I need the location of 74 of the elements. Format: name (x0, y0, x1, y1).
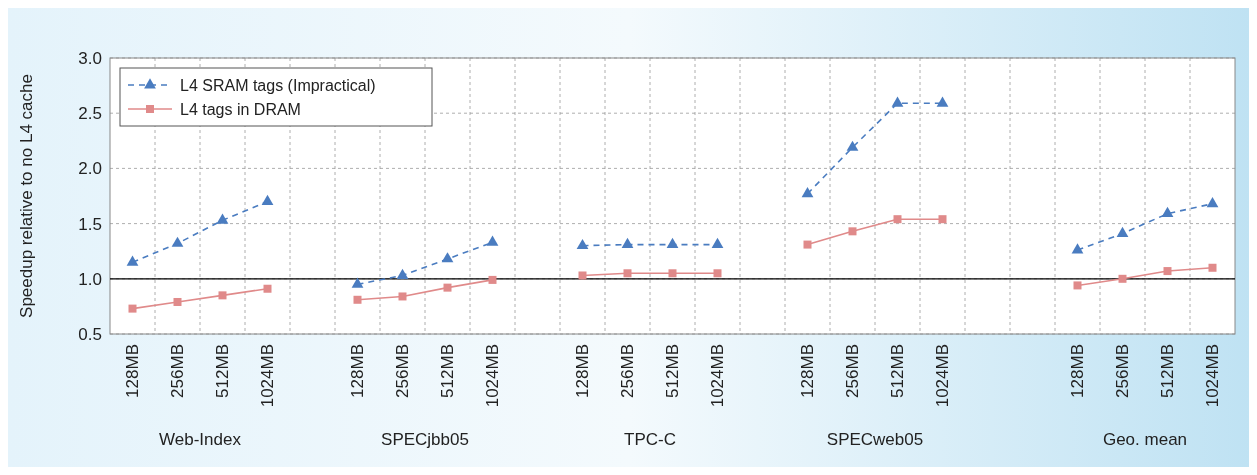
point (623, 269, 632, 278)
point (668, 269, 677, 278)
point (353, 295, 362, 304)
point (666, 237, 679, 248)
point (846, 140, 859, 151)
point (216, 213, 229, 224)
x-tick-label: 128MB (798, 344, 818, 398)
point (1163, 267, 1172, 276)
x-tick-label: 1024MB (258, 344, 278, 408)
point (711, 237, 724, 248)
point (578, 271, 587, 280)
x-tick-label: 512MB (888, 344, 908, 398)
x-tick-label: 256MB (393, 344, 413, 398)
x-tick-label: 512MB (438, 344, 458, 398)
point (891, 96, 904, 107)
point (803, 240, 812, 249)
x-tick-label: 256MB (618, 344, 638, 398)
point (1116, 226, 1129, 237)
point (1118, 274, 1127, 283)
x-tick-label: 256MB (1113, 344, 1133, 398)
x-tick-label: 1024MB (1203, 344, 1223, 408)
point (1161, 206, 1174, 218)
text: TPC-C (624, 430, 676, 449)
x-tick-label: 1024MB (933, 344, 953, 408)
point (621, 237, 634, 248)
point (173, 297, 182, 306)
legend-label: L4 tags in DRAM (180, 100, 301, 118)
text: SPECjbb05 (381, 430, 469, 449)
point (263, 284, 272, 293)
point (398, 292, 407, 301)
point (713, 269, 722, 278)
x-tick-label: 128MB (348, 344, 368, 398)
point (936, 96, 949, 107)
y-tick-label: 0.5 (78, 324, 102, 344)
point (171, 236, 184, 247)
y-tick-label: 3.0 (78, 48, 102, 68)
point (576, 238, 589, 250)
point (261, 194, 274, 205)
text: Web-Index (159, 430, 242, 449)
y-tick-label: 2.0 (78, 159, 102, 179)
point (848, 227, 857, 236)
point (938, 215, 947, 224)
y-tick-label: 1.0 (78, 269, 102, 289)
point (443, 283, 452, 292)
y-axis-title: Speedup relative to no L4 cache (17, 74, 36, 318)
x-tick-label: 128MB (123, 344, 143, 398)
x-tick-label: 256MB (168, 344, 188, 398)
point (128, 304, 137, 313)
x-tick-label: 128MB (573, 344, 593, 398)
legend-label: L4 SRAM tags (Impractical) (180, 76, 376, 94)
point (488, 275, 497, 284)
x-tick-label: 512MB (213, 344, 233, 398)
x-tick-label: 512MB (1158, 344, 1178, 398)
text: Geo. mean (1102, 430, 1188, 449)
x-tick-label: 512MB (663, 344, 683, 398)
x-tick-label: 128MB (1068, 344, 1088, 398)
x-tick-label: 256MB (843, 344, 863, 398)
y-tick-label: 1.5 (78, 214, 102, 234)
point (126, 255, 139, 266)
point (1206, 196, 1219, 208)
point (893, 215, 902, 224)
point (218, 291, 227, 300)
point (396, 268, 409, 279)
point (351, 277, 364, 288)
point (1071, 243, 1084, 254)
point (1073, 281, 1082, 290)
point (801, 187, 814, 198)
point (441, 252, 454, 263)
x-tick-label: 1024MB (708, 344, 728, 408)
point (486, 235, 499, 246)
text: SPECweb05 (826, 430, 924, 449)
y-tick-label: 2.5 (78, 104, 102, 124)
x-tick-label: 1024MB (483, 344, 503, 408)
point (1208, 263, 1217, 272)
